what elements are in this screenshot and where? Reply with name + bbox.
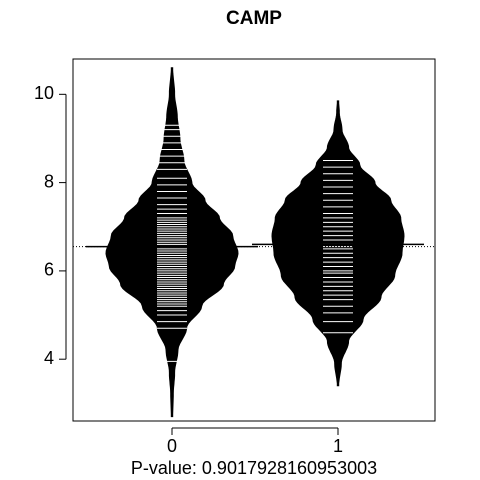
y-tick-label: 6 <box>44 260 54 280</box>
chart-title: CAMP <box>226 8 282 29</box>
bean-shape-1 <box>271 100 405 387</box>
y-tick-label: 10 <box>34 83 54 103</box>
bean-0 <box>86 67 258 418</box>
bean-1 <box>252 100 424 387</box>
y-tick-label: 4 <box>44 348 54 368</box>
x-axis-label: P-value: 0.9017928160953003 <box>131 458 377 478</box>
y-axis: 4 6 8 10 <box>34 83 67 368</box>
plot-frame <box>72 58 436 422</box>
plot-area <box>73 67 435 418</box>
x-tick-label: 1 <box>333 436 343 456</box>
y-tick-label: 8 <box>44 171 54 191</box>
x-tick-label: 0 <box>167 436 177 456</box>
